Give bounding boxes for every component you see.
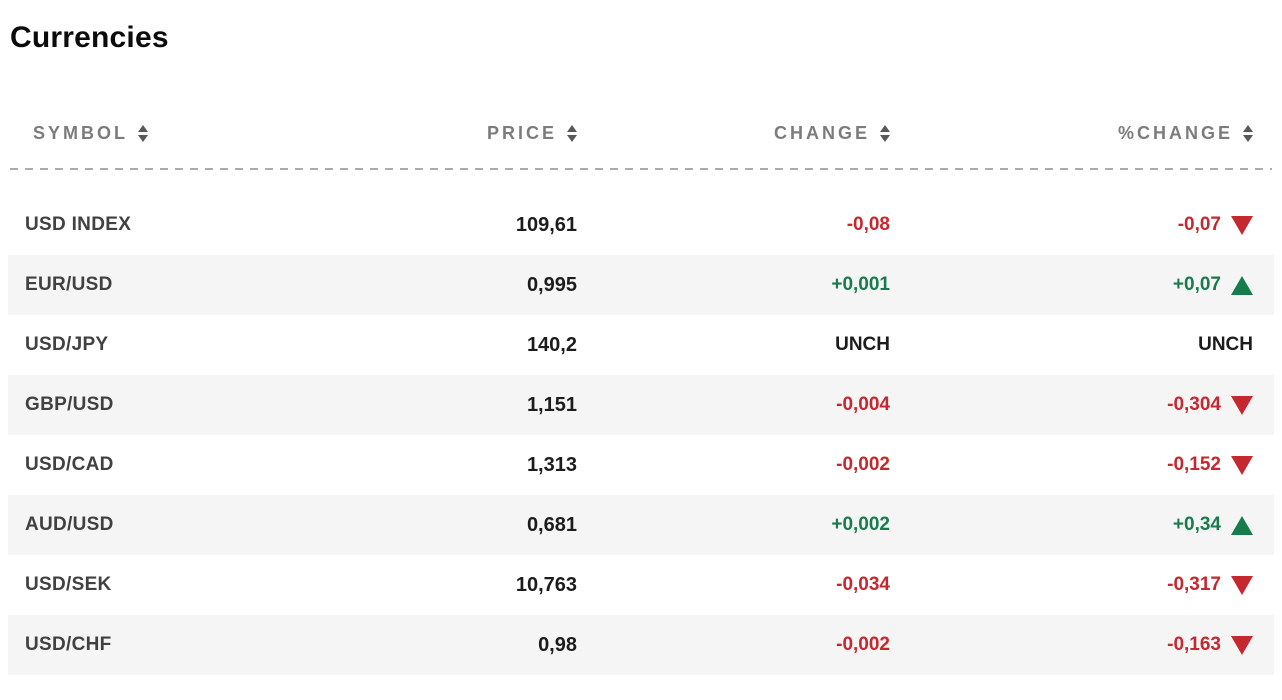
pct-change-cell: -0,152 bbox=[890, 454, 1274, 476]
trend-arrow-icon bbox=[1231, 215, 1253, 235]
change-cell: -0,002 bbox=[836, 634, 890, 655]
table-row[interactable]: GBP/USD 1,151 -0,004 -0,304 bbox=[8, 375, 1274, 435]
pct-change-value: +0,07 bbox=[1172, 274, 1221, 295]
symbol-cell: USD/SEK bbox=[25, 574, 112, 595]
pct-change-value: -0,317 bbox=[1167, 574, 1221, 595]
column-header-symbol[interactable]: SYMBOL bbox=[8, 123, 277, 144]
column-header-symbol-label: SYMBOL bbox=[33, 122, 129, 143]
table-row[interactable]: USD/CAD 1,313 -0,002 -0,152 bbox=[8, 435, 1274, 495]
pct-change-cell: UNCH bbox=[890, 334, 1274, 356]
symbol-cell: EUR/USD bbox=[25, 274, 113, 295]
price-cell: 140,2 bbox=[526, 333, 577, 356]
page-title: Currencies bbox=[10, 21, 169, 54]
column-header-change-label: CHANGE bbox=[773, 122, 870, 143]
pct-change-value: -0,152 bbox=[1167, 454, 1221, 475]
pct-change-value: -0,163 bbox=[1167, 634, 1221, 655]
trend-arrow-icon bbox=[1231, 395, 1253, 415]
trend-arrow-icon bbox=[1231, 275, 1253, 295]
change-cell: -0,004 bbox=[836, 394, 890, 415]
sort-icon bbox=[567, 124, 577, 142]
price-cell: 0,681 bbox=[526, 513, 577, 536]
trend-arrow-icon bbox=[1231, 455, 1253, 475]
symbol-cell: USD/CHF bbox=[25, 634, 112, 655]
trend-arrow-icon bbox=[1231, 515, 1253, 535]
change-cell: +0,001 bbox=[831, 274, 890, 295]
symbol-cell: GBP/USD bbox=[25, 394, 114, 415]
pct-change-cell: +0,07 bbox=[890, 274, 1274, 296]
column-header-price[interactable]: PRICE bbox=[277, 123, 577, 144]
symbol-cell: USD/CAD bbox=[25, 454, 114, 475]
pct-change-cell: -0,304 bbox=[890, 394, 1274, 416]
table-row[interactable]: USD/CHF 0,98 -0,002 -0,163 bbox=[8, 615, 1274, 675]
price-cell: 1,151 bbox=[526, 393, 577, 416]
table-row[interactable]: USD/JPY 140,2 UNCH UNCH bbox=[8, 315, 1274, 375]
pct-change-cell: -0,317 bbox=[890, 574, 1274, 596]
column-header-price-label: PRICE bbox=[486, 122, 557, 143]
pct-change-cell: -0,07 bbox=[890, 214, 1274, 236]
pct-change-cell: -0,163 bbox=[890, 634, 1274, 656]
pct-change-value: -0,07 bbox=[1177, 214, 1221, 235]
pct-change-value: UNCH bbox=[1198, 334, 1253, 355]
pct-change-value: +0,34 bbox=[1172, 514, 1221, 535]
change-cell: -0,08 bbox=[846, 214, 890, 235]
header-divider bbox=[10, 168, 1272, 170]
column-header-pct-change-label: %CHANGE bbox=[1117, 122, 1233, 143]
symbol-cell: AUD/USD bbox=[25, 514, 114, 535]
price-cell: 10,763 bbox=[515, 573, 577, 596]
sort-icon bbox=[880, 124, 890, 142]
symbol-cell: USD INDEX bbox=[25, 214, 132, 235]
column-header-pct-change[interactable]: %CHANGE bbox=[890, 123, 1274, 144]
pct-change-cell: +0,34 bbox=[890, 514, 1274, 536]
change-cell: UNCH bbox=[835, 334, 890, 355]
column-header-change[interactable]: CHANGE bbox=[577, 123, 890, 144]
table-header-row: SYMBOL PRICE CHANGE %CHANGE bbox=[8, 102, 1274, 164]
table-row[interactable]: USD INDEX 109,61 -0,08 -0,07 bbox=[8, 195, 1274, 255]
sort-icon bbox=[138, 124, 149, 142]
table-row[interactable]: AUD/USD 0,681 +0,002 +0,34 bbox=[8, 495, 1274, 555]
price-cell: 1,313 bbox=[526, 453, 577, 476]
price-cell: 0,98 bbox=[538, 633, 577, 656]
pct-change-value: -0,304 bbox=[1167, 394, 1221, 415]
trend-arrow-icon bbox=[1231, 575, 1253, 595]
sort-icon bbox=[1243, 124, 1253, 142]
table-row[interactable]: USD/SEK 10,763 -0,034 -0,317 bbox=[8, 555, 1274, 615]
change-cell: -0,002 bbox=[836, 454, 890, 475]
price-cell: 0,995 bbox=[526, 273, 577, 296]
change-cell: +0,002 bbox=[831, 514, 890, 535]
table-body: USD INDEX 109,61 -0,08 -0,07 EUR/USD 0,9… bbox=[8, 195, 1274, 675]
table-row[interactable]: EUR/USD 0,995 +0,001 +0,07 bbox=[8, 255, 1274, 315]
change-cell: -0,034 bbox=[836, 574, 890, 595]
currencies-table: SYMBOL PRICE CHANGE %CHANGE USD INDEX 10… bbox=[8, 102, 1274, 675]
price-cell: 109,61 bbox=[515, 213, 577, 236]
trend-arrow-icon bbox=[1231, 635, 1253, 655]
symbol-cell: USD/JPY bbox=[25, 334, 109, 355]
